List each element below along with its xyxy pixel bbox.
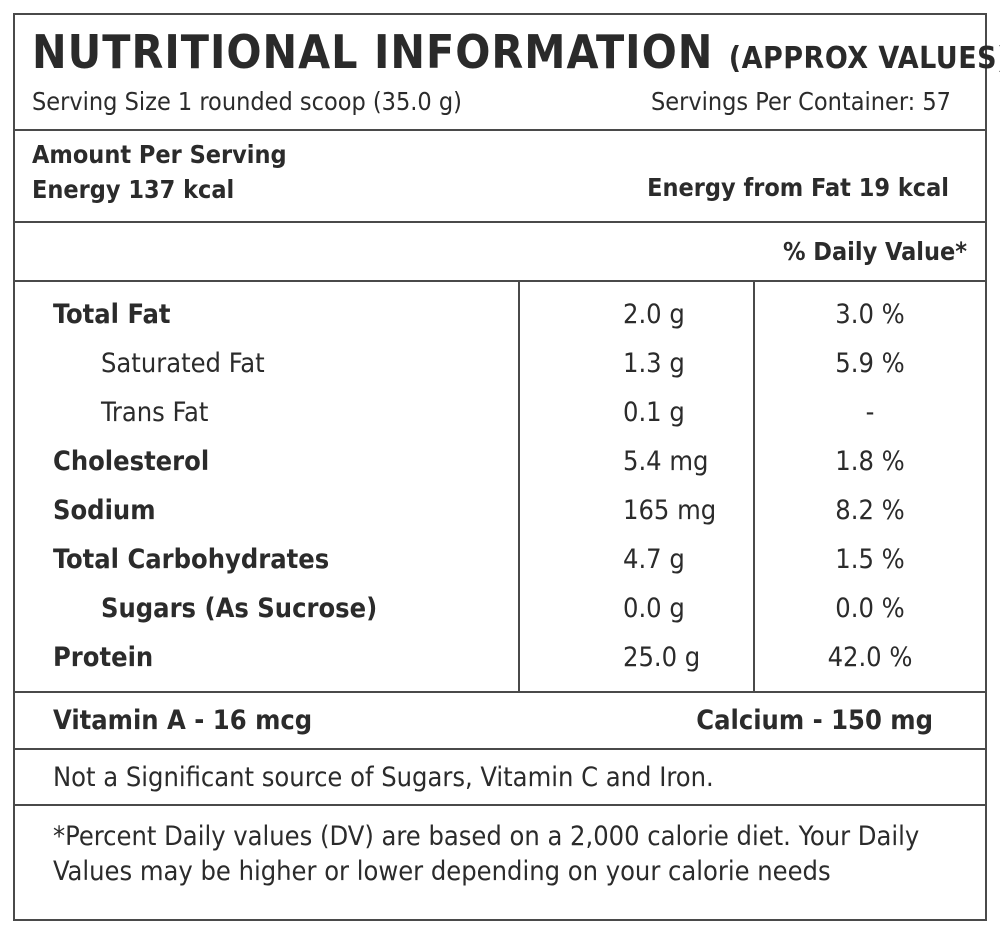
nutrient-row-sugars: Sugars (As Sucrose) 0.0 g 0.0 % [15, 584, 985, 633]
title-subtitle: (APPROX VALUES) [728, 41, 1000, 76]
nutrient-name: Sodium [53, 495, 156, 526]
nutrient-name: Total Carbohydrates [53, 544, 330, 575]
nutrient-row-sodium: Sodium 165 mg 8.2 % [15, 486, 985, 535]
servings-per-container: Servings Per Container: 57 [650, 87, 951, 116]
label-title: NUTRITIONAL INFORMATION (APPROX VALUES) [32, 25, 1000, 79]
nutrient-dv: 8.2 % [835, 495, 905, 526]
nutrient-amount: 0.0 g [623, 593, 685, 624]
nutrient-amount: 4.7 g [623, 544, 685, 575]
divider [15, 691, 985, 693]
nutrient-dv: 3.0 % [835, 299, 905, 330]
nutrient-row-total-carbohydrates: Total Carbohydrates 4.7 g 1.5 % [15, 535, 985, 584]
not-significant-note: Not a Significant source of Sugars, Vita… [53, 762, 714, 793]
nutrient-name: Sugars (As Sucrose) [101, 593, 378, 624]
nutrient-row-cholesterol: Cholesterol 5.4 mg 1.8 % [15, 437, 985, 486]
nutrient-amount: 25.0 g [623, 642, 701, 673]
nutrition-label: NUTRITIONAL INFORMATION (APPROX VALUES) … [13, 13, 1000, 921]
divider [15, 748, 985, 750]
amount-per-serving: Amount Per Serving [32, 140, 287, 169]
nutrient-amount: 165 mg [623, 495, 717, 526]
title-main: NUTRITIONAL INFORMATION [32, 25, 714, 79]
nutrient-row-total-fat: Total Fat 2.0 g 3.0 % [15, 290, 985, 339]
divider [15, 221, 985, 223]
nutrient-dv: 0.0 % [835, 593, 905, 624]
divider [15, 129, 985, 131]
nutrient-name: Trans Fat [101, 397, 209, 428]
column-divider [518, 280, 520, 691]
nutrient-amount: 1.3 g [623, 348, 685, 379]
calcium: Calcium - 150 mg [696, 705, 933, 736]
nutrient-dv: 42.0 % [827, 642, 913, 673]
daily-value-header: % Daily Value* [782, 237, 967, 266]
nutrient-dv: 5.9 % [835, 348, 905, 379]
nutrient-dv: - [865, 397, 875, 428]
nutrient-name: Total Fat [53, 299, 171, 330]
serving-size: Serving Size 1 rounded scoop (35.0 g) [32, 87, 462, 116]
divider [15, 804, 985, 806]
divider [15, 280, 985, 282]
nutrient-dv: 1.5 % [835, 544, 905, 575]
column-divider [753, 280, 755, 691]
nutrient-amount: 2.0 g [623, 299, 685, 330]
nutrient-name: Saturated Fat [101, 348, 265, 379]
nutrient-dv: 1.8 % [835, 446, 905, 477]
vitamin-a: Vitamin A - 16 mcg [53, 705, 313, 736]
nutrient-name: Cholesterol [53, 446, 210, 477]
nutrient-amount: 0.1 g [623, 397, 685, 428]
nutrient-row-protein: Protein 25.0 g 42.0 % [15, 633, 985, 682]
nutrient-row-trans-fat: Trans Fat 0.1 g - [15, 388, 985, 437]
energy-value: Energy 137 kcal [32, 175, 235, 204]
nutrient-name: Protein [53, 642, 154, 673]
energy-from-fat: Energy from Fat 19 kcal [647, 173, 949, 202]
nutrient-row-saturated-fat: Saturated Fat 1.3 g 5.9 % [15, 339, 985, 388]
daily-value-footnote: *Percent Daily values (DV) are based on … [53, 821, 920, 887]
nutrient-amount: 5.4 mg [623, 446, 709, 477]
